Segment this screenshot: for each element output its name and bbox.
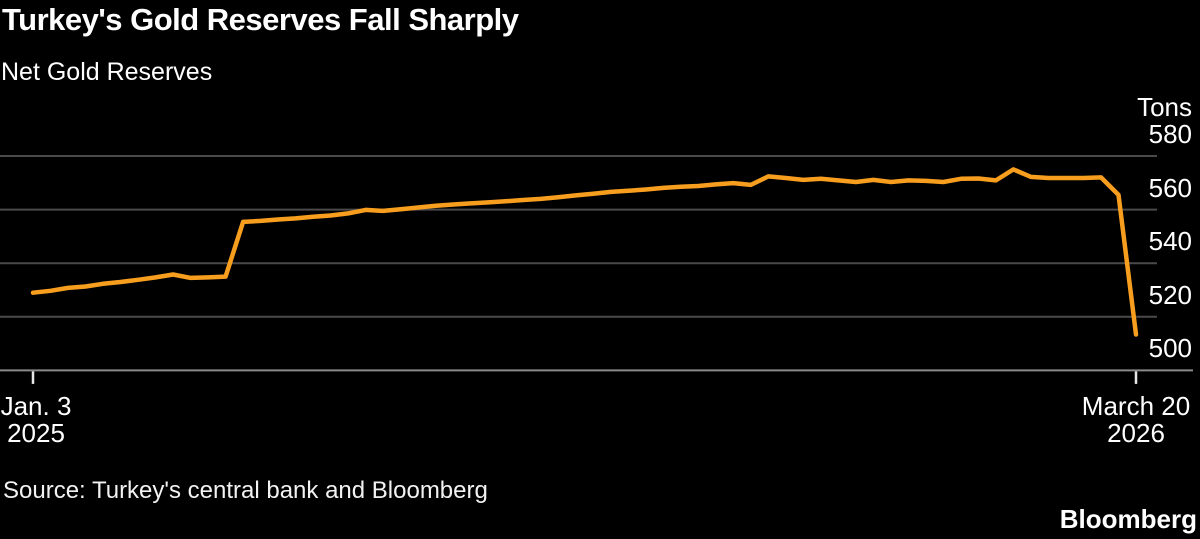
y-axis-tick-label: 580 bbox=[1148, 119, 1192, 149]
x-axis-label-end: March 20 2026 bbox=[1051, 393, 1200, 447]
y-axis-tick-label: 540 bbox=[1148, 226, 1192, 257]
x-axis-label-start: Jan. 3 2025 bbox=[0, 393, 72, 447]
bloomberg-logo: Bloomberg bbox=[1059, 504, 1197, 534]
net-gold-reserves-line bbox=[30, 167, 1139, 337]
chart-title: Turkey's Gold Reserves Fall Sharply bbox=[2, 2, 519, 37]
y-axis-unit-label: Tons bbox=[1137, 92, 1192, 122]
y-axis-tick-label: 560 bbox=[1148, 172, 1192, 203]
chart-subtitle: Net Gold Reserves bbox=[1, 58, 213, 86]
y-axis-tick-label: 500 bbox=[1148, 333, 1192, 364]
x-axis-label-end-date: March 20 bbox=[1081, 391, 1191, 421]
x-axis-label-start-date: Jan. 3 bbox=[0, 391, 72, 421]
y-axis-tick-label: 520 bbox=[1148, 279, 1192, 310]
x-axis-label-start-year: 2025 bbox=[7, 418, 65, 448]
x-axis-label-end-year: 2026 bbox=[1107, 418, 1165, 448]
source-attribution: Source: Turkey's central bank and Bloomb… bbox=[3, 477, 488, 504]
